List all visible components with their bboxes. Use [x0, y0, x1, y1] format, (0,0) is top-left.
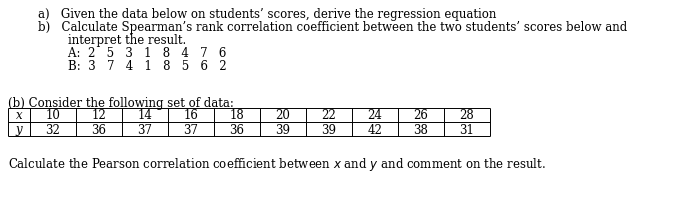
- Text: 24: 24: [367, 109, 382, 122]
- Text: 18: 18: [230, 109, 244, 122]
- Text: x: x: [16, 109, 23, 122]
- Text: 36: 36: [92, 123, 107, 136]
- Text: 16: 16: [183, 109, 198, 122]
- Text: 32: 32: [46, 123, 60, 136]
- Text: B:  3   7   4   1   8   5   6   2: B: 3 7 4 1 8 5 6 2: [38, 60, 226, 73]
- Text: 26: 26: [414, 109, 428, 122]
- Text: A:  2   5   3   1   8   4   7   6: A: 2 5 3 1 8 4 7 6: [38, 47, 226, 60]
- Text: interpret the result.: interpret the result.: [38, 34, 186, 47]
- Text: 37: 37: [137, 123, 153, 136]
- Text: (b) Consider the following set of data:: (b) Consider the following set of data:: [8, 97, 234, 109]
- Text: 39: 39: [276, 123, 291, 136]
- Text: 20: 20: [276, 109, 291, 122]
- Text: y: y: [16, 123, 23, 136]
- Text: 39: 39: [321, 123, 337, 136]
- Text: 38: 38: [414, 123, 428, 136]
- Text: 36: 36: [230, 123, 244, 136]
- Text: 31: 31: [460, 123, 475, 136]
- Text: Calculate the Pearson correlation coefficient between $x$ and $y$ and comment on: Calculate the Pearson correlation coeffi…: [8, 155, 546, 172]
- Text: 10: 10: [46, 109, 60, 122]
- Text: 22: 22: [321, 109, 337, 122]
- Text: a)   Given the data below on students’ scores, derive the regression equation: a) Given the data below on students’ sco…: [38, 8, 497, 21]
- Text: 37: 37: [183, 123, 198, 136]
- Text: 14: 14: [137, 109, 153, 122]
- Text: 42: 42: [367, 123, 382, 136]
- Text: 12: 12: [92, 109, 107, 122]
- Text: 28: 28: [460, 109, 475, 122]
- Text: b)   Calculate Spearman’s rank correlation coefficient between the two students’: b) Calculate Spearman’s rank correlation…: [38, 21, 627, 34]
